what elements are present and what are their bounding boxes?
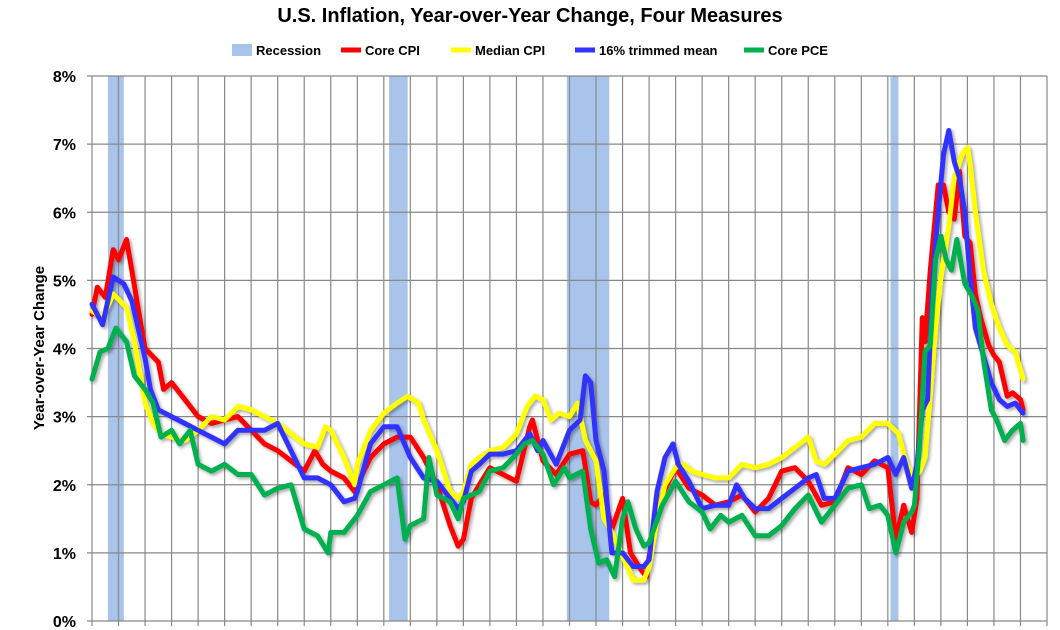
y-tick-label: 4% xyxy=(53,342,76,359)
series-line-core-cpi xyxy=(89,168,1026,580)
legend-label: Recession xyxy=(256,43,321,58)
y-tick-label: 2% xyxy=(53,478,76,495)
y-tick-label: 8% xyxy=(53,69,76,86)
legend: Recession Core CPI Median CPI 16% trimmed m… xyxy=(232,43,828,58)
y-tick-label: 3% xyxy=(53,410,76,427)
y-tick-label: 6% xyxy=(53,205,76,222)
legend-label: Core PCE xyxy=(768,43,828,58)
y-tick-label: 1% xyxy=(53,546,76,563)
y-tick-label: 5% xyxy=(53,273,76,290)
legend-label: Median CPI xyxy=(475,43,545,58)
y-tick-labels: 0% 1% 2% 3% 4% 5% 6% 7% 8% xyxy=(53,69,76,630)
legend-swatch-recession xyxy=(232,44,252,56)
series-lines xyxy=(89,128,1026,583)
gridlines xyxy=(87,75,1048,626)
legend-label: Core CPI xyxy=(365,43,420,58)
series-line-core-pce xyxy=(89,233,1026,580)
chart-title: U.S. Inflation, Year-over-Year Change, F… xyxy=(277,5,782,27)
y-tick-label: 0% xyxy=(53,614,76,630)
legend-label: 16% trimmed mean xyxy=(599,43,718,58)
y-tick-label: 7% xyxy=(53,137,76,154)
y-axis-label: Year-over-Year Change xyxy=(31,266,48,430)
